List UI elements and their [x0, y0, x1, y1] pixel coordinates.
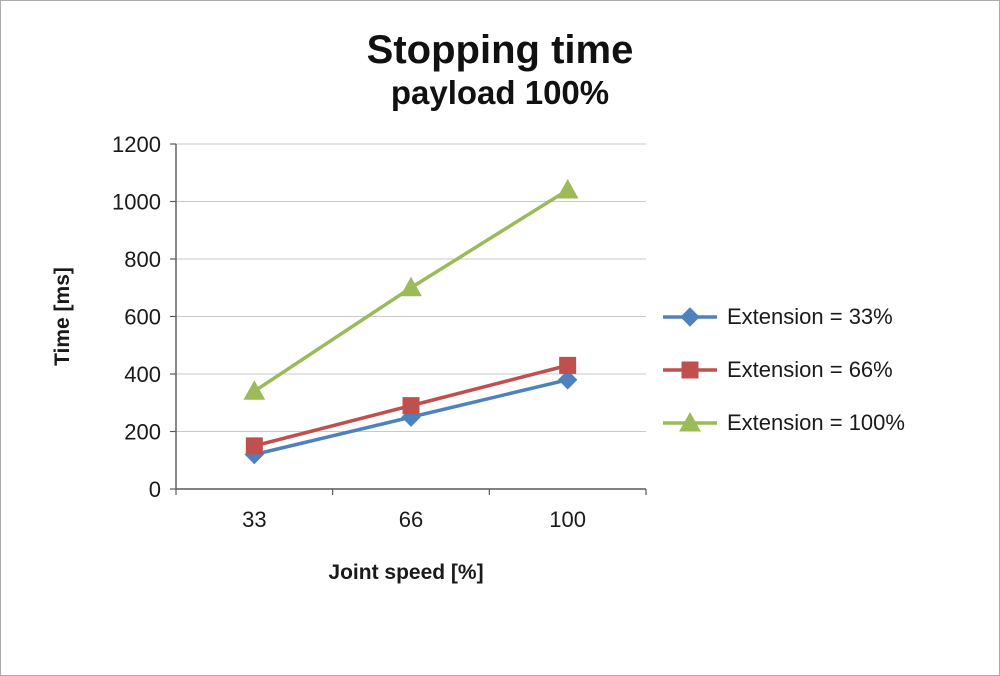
x-axis-title: Joint speed [%]	[328, 561, 483, 584]
legend-marker-icon-diamond	[663, 306, 717, 327]
y-axis-title: Time [ms]	[51, 267, 74, 366]
chart-subtitle: payload 100%	[390, 74, 610, 111]
data-point-marker-triangle	[243, 379, 266, 400]
chart-row: 0 200 400 600 800 1000 1200 33 66 100 Time [ms] Joi…	[1, 119, 999, 589]
legend-marker-icon-triangle	[663, 411, 717, 432]
legend-label: Extension = 33%	[727, 303, 893, 329]
data-point-marker-square	[245, 436, 263, 454]
legend-item: Extension = 66%	[661, 357, 991, 383]
y-tick-label: 1200	[112, 132, 161, 157]
y-tick-label: 200	[124, 419, 161, 444]
data-point-marker-triangle	[679, 411, 701, 432]
legend: Extension = 33% Extension = 66% Extension …	[661, 304, 991, 436]
data-point-marker-square	[681, 361, 699, 379]
data-point-marker-triangle	[556, 178, 579, 199]
plot-area: 0 200 400 600 800 1000 1200 33 66 100 Time [ms] Joi…	[51, 132, 647, 584]
legend-item: Extension = 33%	[661, 304, 991, 330]
y-tick-label: 800	[124, 247, 161, 272]
legend-label: Extension = 66%	[727, 356, 893, 382]
data-point-marker-diamond	[557, 369, 578, 390]
legend-marker-icon-square	[663, 361, 717, 379]
data-point-marker-triangle	[400, 276, 422, 296]
y-tick-label: 0	[149, 477, 161, 502]
x-tick-label: 100	[549, 507, 586, 532]
legend-item: Extension = 100%	[661, 410, 991, 436]
legend-label: Extension = 100%	[727, 409, 905, 435]
y-tick-label: 1000	[112, 189, 161, 214]
x-tick-label: 33	[242, 507, 266, 532]
x-tick-label: 66	[399, 507, 423, 532]
y-tick-label: 600	[124, 304, 161, 329]
data-point-marker-diamond	[680, 306, 700, 327]
data-point-marker-square	[559, 356, 577, 374]
y-tick-label: 400	[124, 362, 161, 387]
chart-title: Stopping time	[366, 28, 634, 72]
data-point-marker-square	[402, 396, 420, 414]
